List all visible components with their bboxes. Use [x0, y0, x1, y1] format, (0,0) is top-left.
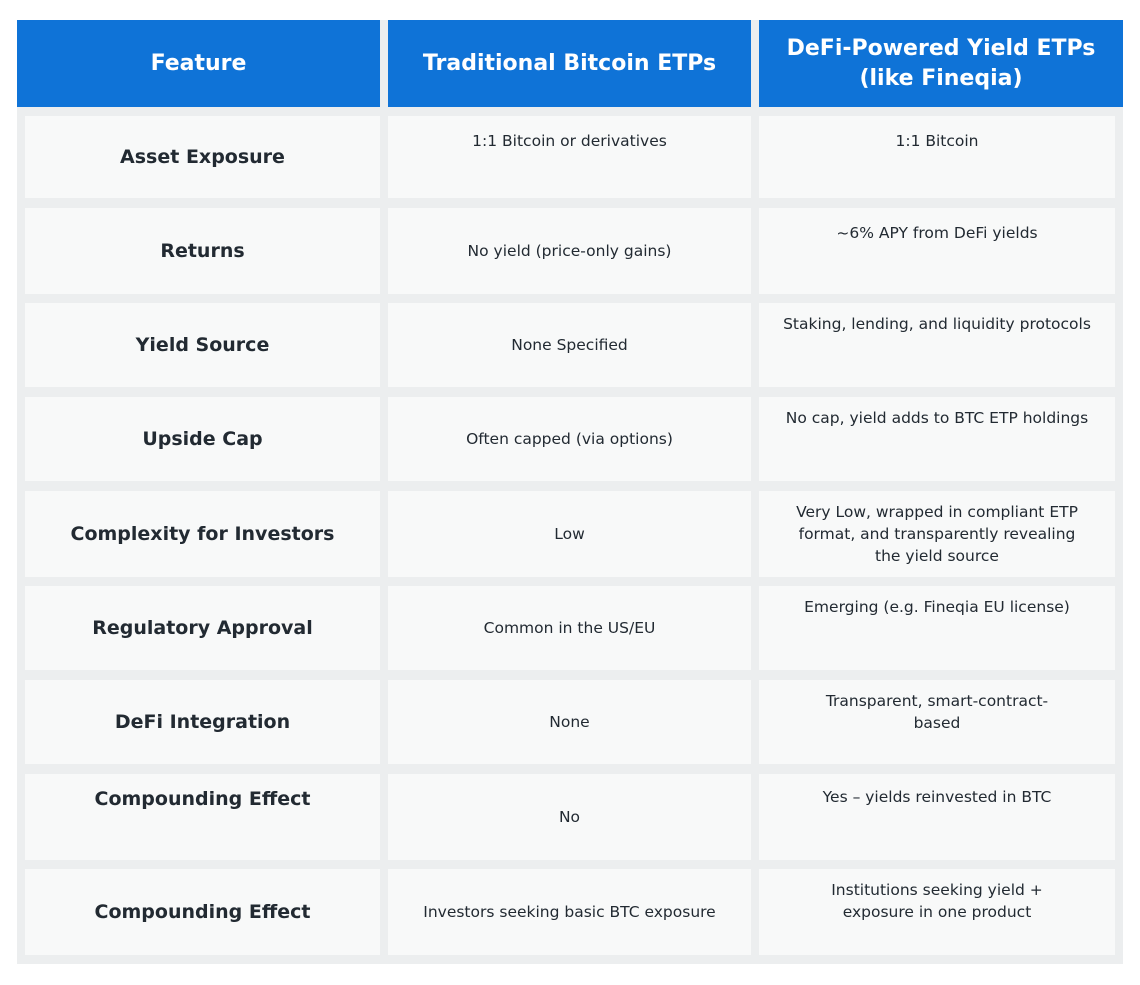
row-defi-value: No cap, yield adds to BTC ETP holdings — [759, 397, 1115, 481]
row-traditional-value: None Specified — [388, 303, 751, 387]
header-defi-yield-etps: DeFi-Powered Yield ETPs (like Fineqia) — [759, 20, 1123, 107]
row-feature: Compounding Effect — [25, 774, 380, 860]
row-traditional-value: Often capped (via options) — [388, 397, 751, 481]
row-feature: Asset Exposure — [25, 116, 380, 198]
row-traditional-value: 1:1 Bitcoin or derivatives — [388, 116, 751, 198]
row-defi-value: 1:1 Bitcoin — [759, 116, 1115, 198]
row-traditional-value: None — [388, 680, 751, 764]
row-defi-value: Yes – yields reinvested in BTC — [759, 774, 1115, 860]
row-defi-value: Institutions seeking yield + exposure in… — [759, 869, 1115, 955]
row-traditional-value: No yield (price-only gains) — [388, 208, 751, 294]
row-defi-value: Very Low, wrapped in compliant ETP forma… — [759, 491, 1115, 577]
header-traditional-etps: Traditional Bitcoin ETPs — [388, 20, 751, 107]
row-feature: Compounding Effect — [25, 869, 380, 955]
row-traditional-value: Low — [388, 491, 751, 577]
row-traditional-value: Investors seeking basic BTC exposure — [388, 869, 751, 955]
comparison-table: Feature Traditional Bitcoin ETPs DeFi-Po… — [17, 20, 1123, 964]
row-feature: Upside Cap — [25, 397, 380, 481]
row-traditional-value: No — [388, 774, 751, 860]
row-defi-value: ~6% APY from DeFi yields — [759, 208, 1115, 294]
row-feature: Complexity for Investors — [25, 491, 380, 577]
row-feature: DeFi Integration — [25, 680, 380, 764]
row-feature: Yield Source — [25, 303, 380, 387]
row-defi-value: Transparent, smart-contract-based — [759, 680, 1115, 764]
row-traditional-value: Common in the US/EU — [388, 586, 751, 670]
row-defi-value: Emerging (e.g. Fineqia EU license) — [759, 586, 1115, 670]
row-feature: Returns — [25, 208, 380, 294]
row-feature: Regulatory Approval — [25, 586, 380, 670]
row-defi-value: Staking, lending, and liquidity protocol… — [759, 303, 1115, 387]
header-feature: Feature — [17, 20, 380, 107]
